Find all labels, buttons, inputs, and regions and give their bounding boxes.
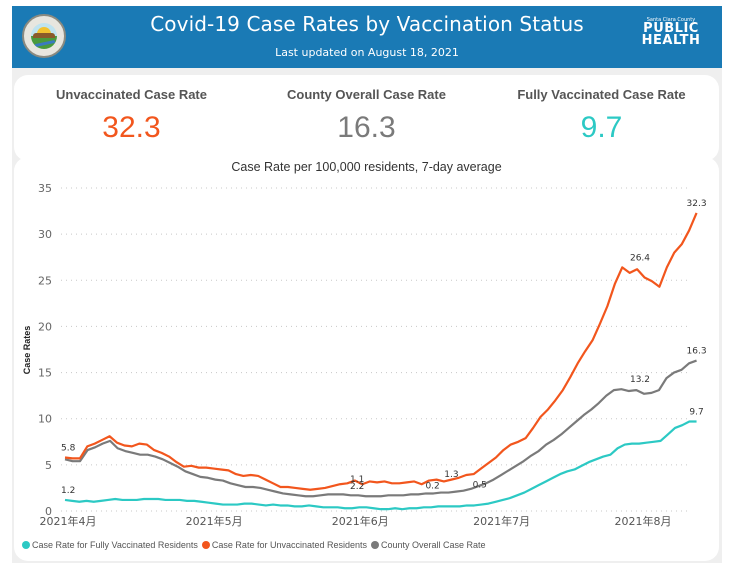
y-tick-label: 0: [45, 505, 52, 518]
legend-dot-icon: [201, 541, 210, 549]
kpi-label: Fully Vaccinated Case Rate: [517, 87, 686, 102]
page-title: Covid-19 Case Rates by Vaccination Statu…: [150, 12, 584, 36]
y-tick-label: 15: [38, 367, 52, 380]
y-tick-label: 20: [38, 320, 52, 333]
series-line-county-overall[interactable]: [64, 359, 697, 498]
county-seal-logo: [22, 14, 66, 58]
public-health-logo: Santa Clara County PUBLIC HEALTH: [640, 17, 702, 47]
legend-dot-icon: [22, 541, 30, 549]
data-label: 32.3: [687, 199, 707, 209]
dashboard-header: Covid-19 Case Rates by Vaccination Statu…: [12, 6, 722, 68]
data-label: 5.8: [61, 443, 76, 453]
data-label: 2.2: [350, 482, 364, 492]
legend-label: Case Rate for Unvaccinated Residents: [211, 540, 368, 550]
chart-title: Case Rate per 100,000 residents, 7-day a…: [231, 160, 502, 174]
y-tick-label: 35: [38, 182, 52, 195]
x-tick-label: 2021年6月: [332, 514, 389, 528]
logo-line2: HEALTH: [641, 33, 701, 48]
data-label: 26.4: [630, 253, 650, 263]
data-label: 1.1: [350, 475, 364, 485]
legend-item-county-overall[interactable]: County Overall Case Rate: [371, 540, 486, 550]
kpi-value: 9.7: [580, 111, 623, 144]
y-axis-label: Case Rates: [22, 326, 32, 375]
y-tick-label: 25: [38, 274, 52, 287]
data-label: 1.2: [61, 486, 75, 496]
data-label: 9.7: [689, 407, 703, 417]
data-label: 0.5: [473, 480, 487, 490]
kpi-value: 32.3: [102, 111, 161, 144]
last-updated: Last updated on August 18, 2021: [275, 46, 459, 59]
series-line-fully-vaccinated[interactable]: [64, 420, 697, 511]
logo-county-name: Santa Clara County: [646, 17, 696, 23]
legend-label: County Overall Case Rate: [381, 540, 486, 550]
kpi-value: 16.3: [337, 111, 396, 144]
x-tick-label: 2021年7月: [473, 514, 530, 528]
legend-item-fully-vaccinated[interactable]: Case Rate for Fully Vaccinated Residents: [22, 540, 198, 550]
y-tick-label: 30: [38, 228, 52, 241]
y-tick-label: 5: [45, 459, 52, 472]
kpi-label: Unvaccinated Case Rate: [55, 87, 207, 102]
x-tick-label: 2021年5月: [186, 514, 243, 528]
x-tick-label: 2021年8月: [615, 514, 672, 528]
legend-label: Case Rate for Fully Vaccinated Residents: [32, 540, 198, 550]
y-tick-label: 10: [38, 413, 52, 426]
data-label: 16.3: [687, 347, 707, 357]
legend-dot-icon: [371, 541, 380, 549]
data-label: 0.2: [425, 481, 439, 491]
legend-item-unvaccinated[interactable]: Case Rate for Unvaccinated Residents: [201, 540, 368, 550]
x-tick-label: 2021年4月: [40, 514, 97, 528]
data-label: 1.3: [444, 470, 458, 480]
kpi-card: Unvaccinated Case Rate 32.3 County Overa…: [14, 75, 719, 161]
kpi-label: County Overall Case Rate: [287, 87, 446, 102]
chart-legend: Case Rate for Fully Vaccinated Residents…: [22, 540, 490, 550]
chart-card: [14, 157, 719, 561]
data-label: 13.2: [630, 375, 650, 385]
logo-line1: PUBLIC: [643, 21, 699, 36]
series-line-unvaccinated[interactable]: [64, 212, 698, 491]
